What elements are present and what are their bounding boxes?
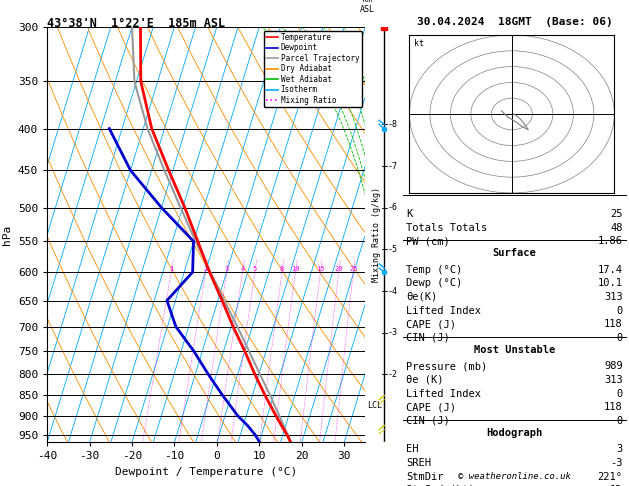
Text: 15: 15 (316, 266, 325, 272)
Text: 2: 2 (203, 266, 208, 272)
Text: 989: 989 (604, 362, 623, 371)
Text: 0: 0 (616, 416, 623, 426)
Text: © weatheronline.co.uk: © weatheronline.co.uk (458, 472, 571, 481)
Text: Lifted Index: Lifted Index (406, 306, 481, 315)
Text: EH: EH (406, 444, 419, 454)
Text: 30.04.2024  18GMT  (Base: 06): 30.04.2024 18GMT (Base: 06) (416, 17, 613, 27)
Text: 25: 25 (349, 266, 357, 272)
Text: 20: 20 (335, 266, 343, 272)
Text: SREH: SREH (406, 458, 431, 468)
Text: 5: 5 (253, 266, 257, 272)
Text: θe(K): θe(K) (406, 292, 438, 302)
Text: -4: -4 (387, 287, 398, 295)
Text: 118: 118 (604, 319, 623, 329)
Text: θe (K): θe (K) (406, 375, 444, 385)
Text: Most Unstable: Most Unstable (474, 345, 555, 355)
Text: CIN (J): CIN (J) (406, 333, 450, 343)
Text: -5: -5 (387, 245, 398, 254)
Text: km
ASL: km ASL (360, 0, 375, 14)
Text: 17.4: 17.4 (598, 265, 623, 275)
Text: -3: -3 (610, 458, 623, 468)
Text: 1: 1 (169, 266, 174, 272)
Text: 4: 4 (240, 266, 245, 272)
Text: 313: 313 (604, 375, 623, 385)
Text: 10: 10 (291, 266, 299, 272)
Text: StmSpd (kt): StmSpd (kt) (406, 485, 475, 486)
Text: 8: 8 (280, 266, 284, 272)
Text: Temp (°C): Temp (°C) (406, 265, 462, 275)
Text: 313: 313 (604, 292, 623, 302)
Text: -8: -8 (387, 120, 398, 129)
Text: K: K (406, 209, 413, 219)
Text: Surface: Surface (493, 248, 537, 259)
Text: 3: 3 (225, 266, 229, 272)
Text: 48: 48 (610, 223, 623, 233)
Text: Lifted Index: Lifted Index (406, 389, 481, 399)
Text: -7: -7 (387, 162, 398, 171)
X-axis label: Dewpoint / Temperature (°C): Dewpoint / Temperature (°C) (115, 467, 298, 477)
Text: -3: -3 (387, 328, 398, 337)
Text: 25: 25 (610, 209, 623, 219)
Text: StmDir: StmDir (406, 471, 444, 482)
Text: 43°38'N  1°22'E  185m ASL: 43°38'N 1°22'E 185m ASL (47, 17, 225, 30)
Text: Totals Totals: Totals Totals (406, 223, 487, 233)
Text: LCL: LCL (367, 401, 382, 410)
Text: kt: kt (413, 39, 423, 48)
Text: CAPE (J): CAPE (J) (406, 319, 456, 329)
Y-axis label: hPa: hPa (3, 225, 13, 244)
Text: Mixing Ratio (g/kg): Mixing Ratio (g/kg) (372, 187, 381, 282)
Text: CAPE (J): CAPE (J) (406, 402, 456, 412)
Text: PW (cm): PW (cm) (406, 236, 450, 246)
Text: 118: 118 (604, 402, 623, 412)
Text: 221°: 221° (598, 471, 623, 482)
Text: Pressure (mb): Pressure (mb) (406, 362, 487, 371)
Text: Dewp (°C): Dewp (°C) (406, 278, 462, 288)
Text: 0: 0 (616, 389, 623, 399)
Text: -6: -6 (387, 203, 398, 212)
Text: -2: -2 (387, 370, 398, 379)
Text: Hodograph: Hodograph (486, 428, 543, 438)
Text: CIN (J): CIN (J) (406, 416, 450, 426)
Text: 1.86: 1.86 (598, 236, 623, 246)
Text: 12: 12 (610, 485, 623, 486)
Text: 3: 3 (616, 444, 623, 454)
Text: 0: 0 (616, 306, 623, 315)
Text: 10.1: 10.1 (598, 278, 623, 288)
Text: 0: 0 (616, 333, 623, 343)
Legend: Temperature, Dewpoint, Parcel Trajectory, Dry Adiabat, Wet Adiabat, Isotherm, Mi: Temperature, Dewpoint, Parcel Trajectory… (264, 31, 362, 107)
